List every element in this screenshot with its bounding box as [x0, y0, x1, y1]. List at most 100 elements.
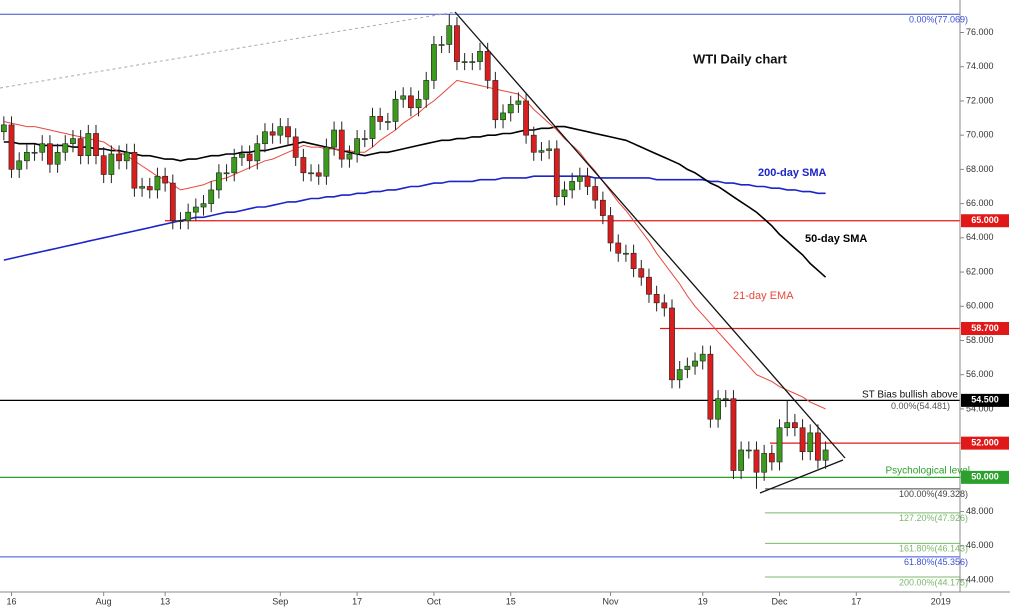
y-tick-label: 62.000 — [966, 266, 994, 276]
level-box — [961, 214, 1009, 228]
candle-body — [638, 268, 645, 278]
axes: 44.000 46.000 48.000 50.000 52.000 54.000 56.0… — [7, 27, 1009, 606]
candle-body — [100, 155, 107, 175]
candle-body — [799, 427, 806, 452]
candle-body — [761, 453, 768, 473]
y-tick-label: 56.000 — [966, 369, 994, 379]
candles — [0, 14, 829, 489]
x-tick-label: Dec — [772, 596, 789, 606]
chart-title: WTI Daily chart — [693, 51, 788, 66]
candle-body — [615, 242, 622, 254]
candle-body — [292, 136, 299, 158]
y-tick-label: 44.000 — [966, 574, 994, 584]
y-tick-label: 72.000 — [966, 95, 994, 105]
y-tick-label: 58.000 — [966, 335, 994, 345]
candle-body — [446, 25, 453, 45]
level-box — [961, 322, 1009, 336]
candle-body — [31, 151, 38, 154]
candle-body — [768, 453, 775, 463]
overlay-line — [3, 125, 827, 278]
candle-body — [246, 153, 253, 162]
candle-body — [262, 131, 268, 145]
candle-body — [285, 126, 291, 138]
candle-body — [23, 151, 30, 162]
candle-body — [400, 95, 407, 100]
candle-body — [0, 124, 7, 133]
candle-body — [139, 186, 145, 189]
y-tick-label: 54.000 — [966, 403, 994, 413]
candle-body — [623, 252, 629, 255]
candle-body — [177, 220, 184, 223]
candle-body — [369, 116, 376, 139]
y-tick-label: 66.000 — [966, 198, 994, 208]
candle-body — [123, 151, 130, 162]
candle-body — [454, 25, 460, 62]
candle-body — [154, 175, 161, 191]
candle-body — [753, 449, 760, 473]
candle-body — [392, 98, 399, 122]
candle-body — [377, 116, 384, 122]
candle-body — [323, 146, 330, 177]
candle-body — [338, 129, 345, 160]
candle-body — [162, 175, 169, 184]
candle-body — [523, 100, 529, 136]
candle-body — [715, 398, 721, 420]
x-tick-label: Aug — [96, 596, 112, 606]
candle-body — [599, 199, 606, 216]
candle-body — [354, 138, 361, 155]
support-line — [759, 459, 844, 494]
candle-body — [684, 365, 691, 370]
x-tick-label: 17 — [851, 596, 861, 606]
x-tick-label: Nov — [603, 596, 620, 606]
x-tick-label: 2019 — [931, 596, 951, 606]
candle-body — [407, 95, 414, 109]
candle-body — [39, 143, 46, 153]
level-label: 54.500 — [971, 395, 999, 405]
candle-body — [661, 302, 668, 309]
candle-body — [569, 181, 576, 191]
candle-body — [469, 61, 476, 63]
candle-body — [630, 252, 637, 269]
candle-body — [676, 369, 683, 381]
x-tick-label: 17 — [352, 596, 362, 606]
candle-body — [185, 211, 192, 222]
annotation: ST Bias bullish above — [862, 390, 958, 401]
candle-body — [592, 186, 599, 201]
candle-body — [208, 189, 215, 204]
overlay-label: 200-day SMA — [758, 167, 827, 179]
candle-body — [807, 432, 814, 452]
level-label: 65.000 — [971, 215, 999, 225]
overlay-label: 50-day SMA — [805, 233, 867, 245]
candle-body — [699, 353, 706, 362]
candle-body — [254, 143, 261, 162]
candle-body — [822, 449, 829, 461]
y-tick-label: 68.000 — [966, 164, 994, 174]
candle-body — [269, 131, 276, 136]
fib-label: 200.00%(44.175) — [899, 577, 968, 587]
candle-body — [722, 398, 729, 400]
candle-body — [346, 153, 353, 160]
y-tick-label: 70.000 — [966, 130, 994, 140]
candle-body — [308, 172, 314, 175]
candle-body — [730, 398, 737, 471]
candle-body — [300, 157, 307, 174]
overlay-line — [3, 175, 826, 261]
level-label: 50.000 — [971, 472, 999, 482]
candle-body — [576, 175, 583, 182]
candle-body — [70, 138, 76, 145]
candle-body — [553, 148, 560, 198]
x-tick-label: 13 — [160, 596, 170, 606]
candle-body — [431, 44, 437, 81]
candle-body — [815, 432, 821, 461]
fib-label: 0.00%(77.069) — [909, 15, 968, 25]
level-box — [961, 393, 1009, 407]
candle-body — [361, 138, 368, 140]
x-tick-label: 16 — [7, 596, 17, 606]
level-box — [961, 436, 1009, 450]
candle-body — [492, 80, 499, 121]
candle-body — [131, 151, 138, 189]
candle-body — [584, 175, 591, 187]
candle-body — [484, 51, 491, 81]
candle-body — [692, 360, 698, 367]
